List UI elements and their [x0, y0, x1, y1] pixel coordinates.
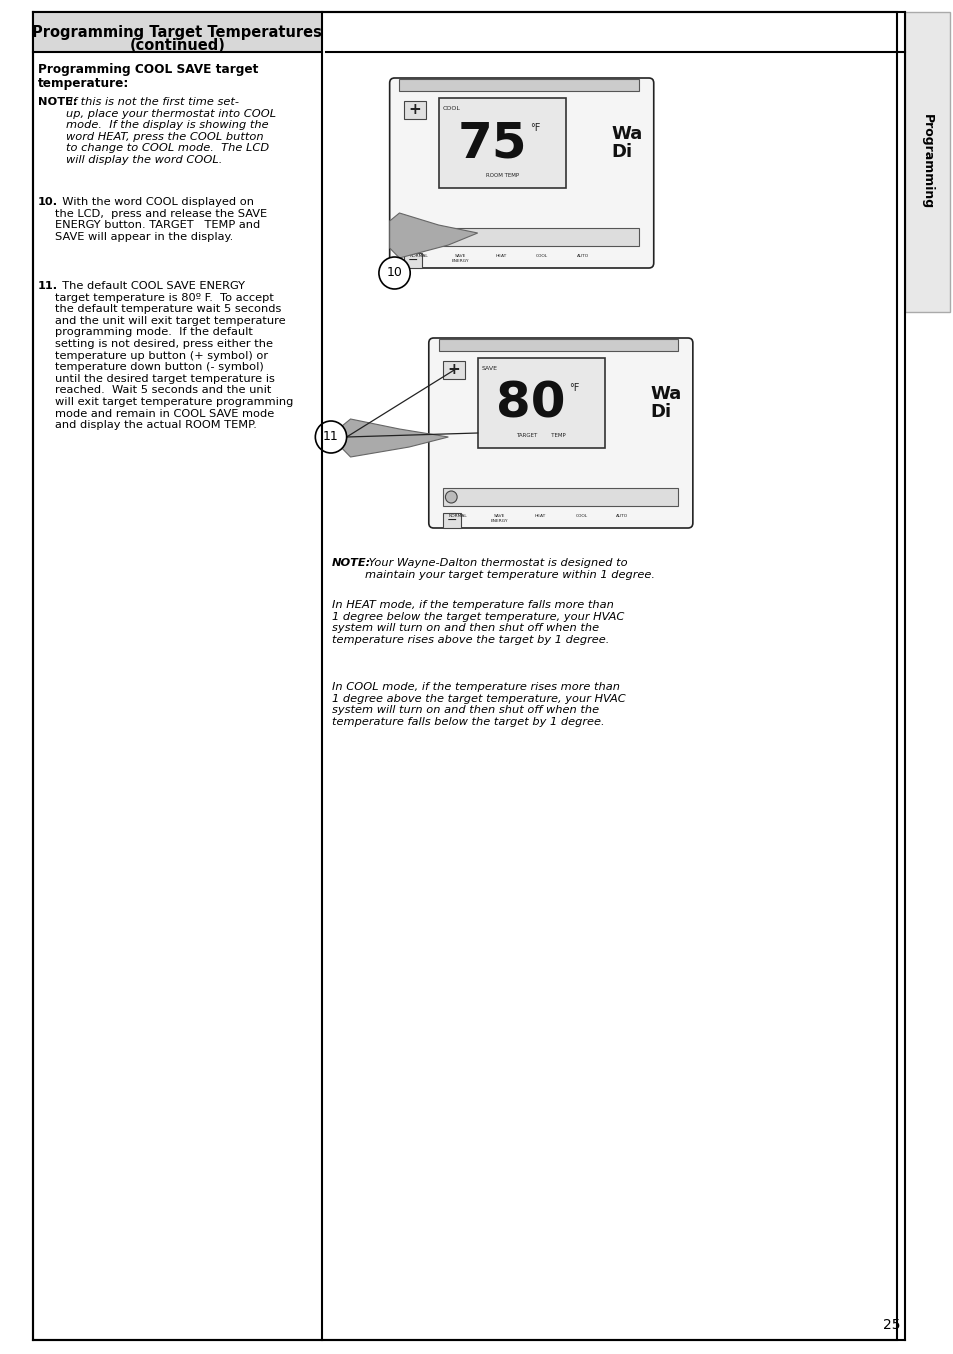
Text: COOL: COOL: [575, 515, 587, 519]
Text: AUTO: AUTO: [577, 255, 589, 259]
Text: HEAT: HEAT: [495, 255, 506, 259]
Text: With the word COOL displayed on
the LCD,  press and release the SAVE
ENERGY butt: With the word COOL displayed on the LCD,…: [55, 196, 267, 242]
Circle shape: [315, 421, 346, 454]
Text: In COOL mode, if the temperature rises more than
1 degree above the target tempe: In COOL mode, if the temperature rises m…: [332, 682, 625, 727]
Text: NOTE:: NOTE:: [332, 558, 371, 567]
Bar: [32, 12, 322, 51]
Bar: [404, 253, 421, 268]
Text: Your Wayne-Dalton thermostat is designed to
maintain your target temperature wit: Your Wayne-Dalton thermostat is designed…: [365, 558, 655, 580]
FancyBboxPatch shape: [389, 79, 653, 268]
Circle shape: [378, 257, 410, 288]
Text: SAVE
ENERGY: SAVE ENERGY: [451, 255, 468, 263]
Bar: [477, 357, 604, 448]
Bar: [438, 97, 565, 188]
Text: COOL: COOL: [536, 255, 548, 259]
Text: (continued): (continued): [130, 38, 225, 54]
Text: Programming COOL SAVE target: Programming COOL SAVE target: [37, 64, 257, 76]
FancyBboxPatch shape: [428, 338, 692, 528]
Bar: [404, 227, 639, 246]
Text: NORMAL: NORMAL: [448, 515, 467, 519]
Text: AUTO: AUTO: [616, 515, 628, 519]
Text: 11.: 11.: [37, 282, 57, 291]
Text: °F: °F: [530, 123, 540, 133]
Text: NOTE:: NOTE:: [37, 97, 77, 107]
Text: NORMAL: NORMAL: [409, 255, 428, 259]
Text: HEAT: HEAT: [534, 515, 545, 519]
Bar: [399, 79, 639, 91]
Text: 25: 25: [882, 1317, 900, 1332]
Text: Programming Target Temperatures: Programming Target Temperatures: [32, 24, 322, 39]
Text: COOL: COOL: [442, 106, 460, 111]
Text: Programming: Programming: [921, 115, 933, 210]
Text: Wa
Di: Wa Di: [650, 385, 681, 421]
Text: The default COOL SAVE ENERGY
target temperature is 80º F.  To accept
the default: The default COOL SAVE ENERGY target temp…: [55, 282, 294, 431]
Text: −: −: [447, 513, 457, 527]
Text: 10.: 10.: [37, 196, 57, 207]
Circle shape: [445, 492, 456, 502]
Text: Wa
Di: Wa Di: [611, 125, 642, 161]
Bar: [438, 338, 678, 351]
Text: temperature:: temperature:: [37, 77, 129, 89]
Circle shape: [406, 232, 417, 242]
Text: In HEAT mode, if the temperature falls more than
1 degree below the target tempe: In HEAT mode, if the temperature falls m…: [332, 600, 623, 645]
Text: ROOM TEMP: ROOM TEMP: [485, 173, 518, 177]
Bar: [443, 487, 678, 506]
Text: TARGET        TEMP: TARGET TEMP: [516, 433, 565, 437]
Text: 11: 11: [323, 431, 338, 444]
Text: 80: 80: [496, 379, 565, 427]
Bar: [443, 513, 460, 528]
Bar: [904, 12, 949, 311]
Bar: [404, 102, 425, 119]
Text: °F: °F: [569, 383, 579, 393]
Text: +: +: [408, 103, 421, 118]
Text: −: −: [408, 253, 418, 267]
Text: SAVE: SAVE: [481, 366, 497, 371]
Polygon shape: [389, 213, 477, 259]
Text: +: +: [447, 363, 460, 378]
Text: SAVE
ENERGY: SAVE ENERGY: [490, 515, 507, 523]
Bar: [443, 362, 464, 379]
Text: 10: 10: [386, 267, 402, 279]
Polygon shape: [340, 418, 448, 458]
Text: If this is not the first time set-
up, place your thermostat into COOL
mode.  If: If this is not the first time set- up, p…: [66, 97, 275, 165]
Text: 75: 75: [456, 119, 526, 167]
